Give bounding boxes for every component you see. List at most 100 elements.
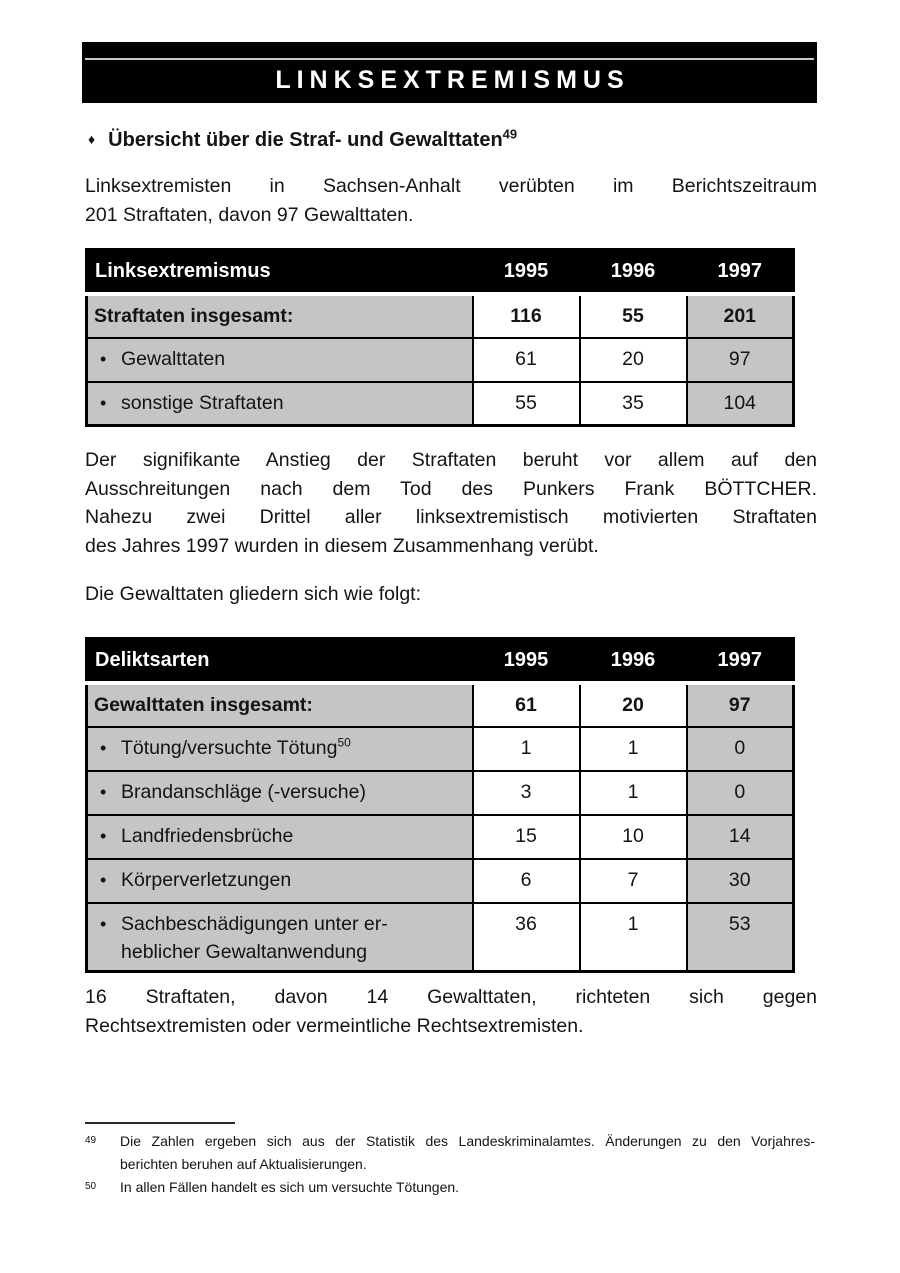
row-label: • Landfriedensbrüche (88, 822, 472, 850)
diamond-bullet-icon: ♦ (88, 131, 96, 147)
value-cell-1995: 116 (471, 292, 581, 339)
value-cell-1996: 10 (578, 813, 688, 860)
value-cell-1996: 1 (578, 725, 688, 772)
row-label-text: Gewalttaten insgesamt: (94, 693, 313, 716)
row-label: • Brandanschläge (-versuche) (88, 778, 472, 806)
row-label: • Gewalttaten (88, 345, 472, 373)
row-label-text: Körperverletzungen (121, 868, 292, 891)
table-row: • Landfriedensbrüche 15 10 14 (85, 813, 795, 860)
row-label-cell: Gewalttaten insgesamt: (85, 681, 474, 728)
value-cell-1997: 97 (685, 681, 795, 728)
row-label-cell: • sonstige Straftaten (85, 380, 474, 427)
bullet-icon: • (100, 913, 107, 934)
row-label-cell: • Brandanschläge (-versuche) (85, 769, 474, 816)
value-cell-1997: 201 (685, 292, 795, 339)
table-header-year: 1996 (578, 637, 688, 685)
footnotes-block: 49 Die Zahlen ergeben sich aus der Statis… (85, 1130, 815, 1199)
footnote-49: 49 Die Zahlen ergeben sich aus der Statis… (85, 1130, 815, 1176)
bullet-icon: • (100, 781, 107, 802)
row-label-text: Landfriedensbrüche (121, 824, 294, 847)
value-cell-1995: 61 (471, 681, 581, 728)
row-label-cell: • Sachbeschädigungen unter er- heblicher … (85, 901, 474, 972)
table-header-label: Linksextremismus (85, 248, 474, 296)
footnote-marker: 49 (85, 1135, 97, 1146)
value-cell-1995: 3 (471, 769, 581, 816)
section-heading-text: Übersicht über die Straf- und Gewalttate… (108, 129, 503, 151)
value-cell-1995: 61 (471, 336, 581, 383)
table-row: • Sachbeschädigungen unter er- heblicher … (85, 901, 795, 972)
row-label-text: Straftaten insgesamt: (94, 304, 294, 327)
footnote-separator-rule (85, 1122, 235, 1124)
value-cell-1997: 0 (685, 769, 795, 816)
row-label: • sonstige Straftaten (88, 389, 472, 417)
table-header-label: Deliktsarten (85, 637, 474, 685)
row-label: • Sachbeschädigungen unter er- heblicher … (88, 910, 472, 966)
table-row: Gewalttaten insgesamt: 61 20 97 (85, 681, 795, 728)
footnote-line: Die Zahlen ergeben sich aus der Statisti… (120, 1133, 815, 1149)
row-label-text: sonstige Straftaten (121, 391, 284, 414)
value-cell-1995: 1 (471, 725, 581, 772)
footnote-50: 50 In allen Fällen handelt es sich um ver… (85, 1176, 815, 1199)
table-header-year: 1996 (578, 248, 688, 296)
bullet-icon: • (100, 737, 107, 758)
footnote-line: In allen Fällen handelt es sich um versu… (120, 1179, 460, 1195)
row-label: • Körperverletzungen (88, 866, 472, 894)
text-line: Nahezu zwei Drittel aller linksextremist… (85, 506, 817, 528)
table-row: • Brandanschläge (-versuche) 3 1 0 (85, 769, 795, 816)
table-header-row: Deliktsarten 1995 1996 1997 (85, 637, 795, 685)
bullet-icon: • (100, 869, 107, 890)
text-line: Ausschreitungen nach dem Tod des Punkers… (85, 477, 817, 500)
footnote-text: In allen Fällen handelt es sich um versu… (120, 1176, 815, 1199)
paragraph-gliederung: Die Gewalttaten gliedern sich wie folgt: (85, 583, 422, 605)
value-cell-1997: 0 (685, 725, 795, 772)
table-row: • sonstige Straftaten 55 35 104 (85, 380, 795, 427)
value-cell-1997: 104 (685, 380, 795, 427)
row-label-text: Gewalttaten (121, 347, 226, 370)
value-cell-1996: 7 (578, 857, 688, 904)
text-line: Der signifikante Anstieg der Straftaten … (85, 449, 817, 471)
paragraph-richtung: 16 Straftaten, davon 14 Gewalttaten, ric… (85, 983, 817, 1040)
row-label-text: Tötung/versuchte Tötung (121, 736, 338, 759)
value-cell-1997: 14 (685, 813, 795, 860)
row-label: • Tötung/versuchte Tötung50 (88, 734, 472, 762)
table-straftaten: Linksextremismus 1995 1996 1997 Straftaten i… (85, 248, 795, 427)
row-label-text: Brandanschläge (-versuche) (121, 780, 366, 803)
table-header-year: 1997 (685, 637, 795, 685)
value-cell-1996: 20 (578, 336, 688, 383)
chapter-banner: LINKSEXTREMISMUS (82, 42, 817, 103)
row-label: Straftaten insgesamt: (88, 302, 472, 330)
banner-divider (85, 58, 814, 60)
bullet-icon: • (100, 392, 107, 413)
value-cell-1996: 1 (578, 901, 688, 972)
footnote-ref-50: 50 (337, 735, 351, 749)
row-label: Gewalttaten insgesamt: (88, 691, 472, 719)
table-header-year: 1997 (685, 248, 795, 296)
footnote-text: Die Zahlen ergeben sich aus der Statisti… (120, 1130, 815, 1176)
table-row: Straftaten insgesamt: 116 55 201 (85, 292, 795, 339)
value-cell-1996: 20 (578, 681, 688, 728)
footnote-ref-49: 49 (502, 126, 518, 142)
section-heading: ♦ Übersicht über die Straf- und Gewalttat… (88, 126, 828, 154)
table-header-year: 1995 (471, 637, 581, 685)
value-cell-1995: 6 (471, 857, 581, 904)
value-cell-1995: 36 (471, 901, 581, 972)
value-cell-1996: 55 (578, 292, 688, 339)
paragraph-anstieg: Der signifikante Anstieg der Straftaten … (85, 446, 817, 560)
row-label-text: Sachbeschädigungen unter er- heblicher G… (121, 912, 388, 963)
value-cell-1996: 35 (578, 380, 688, 427)
text-line: 16 Straftaten, davon 14 Gewalttaten, ric… (85, 986, 817, 1008)
footnote-marker: 50 (85, 1181, 97, 1192)
row-label-cell: Straftaten insgesamt: (85, 292, 474, 339)
text-line: des Jahres 1997 wurden in diesem Zusamme… (85, 534, 599, 557)
table-header-year: 1995 (471, 248, 581, 296)
row-label-cell: • Landfriedensbrüche (85, 813, 474, 860)
value-cell-1996: 1 (578, 769, 688, 816)
row-label-cell: • Gewalttaten (85, 336, 474, 383)
bullet-icon: • (100, 825, 107, 846)
chapter-title: LINKSEXTREMISMUS (275, 65, 630, 94)
value-cell-1997: 30 (685, 857, 795, 904)
table-row: • Körperverletzungen 6 7 30 (85, 857, 795, 904)
text-line: 201 Straftaten, davon 97 Gewalttaten. (85, 203, 414, 226)
row-label-cell: • Körperverletzungen (85, 857, 474, 904)
